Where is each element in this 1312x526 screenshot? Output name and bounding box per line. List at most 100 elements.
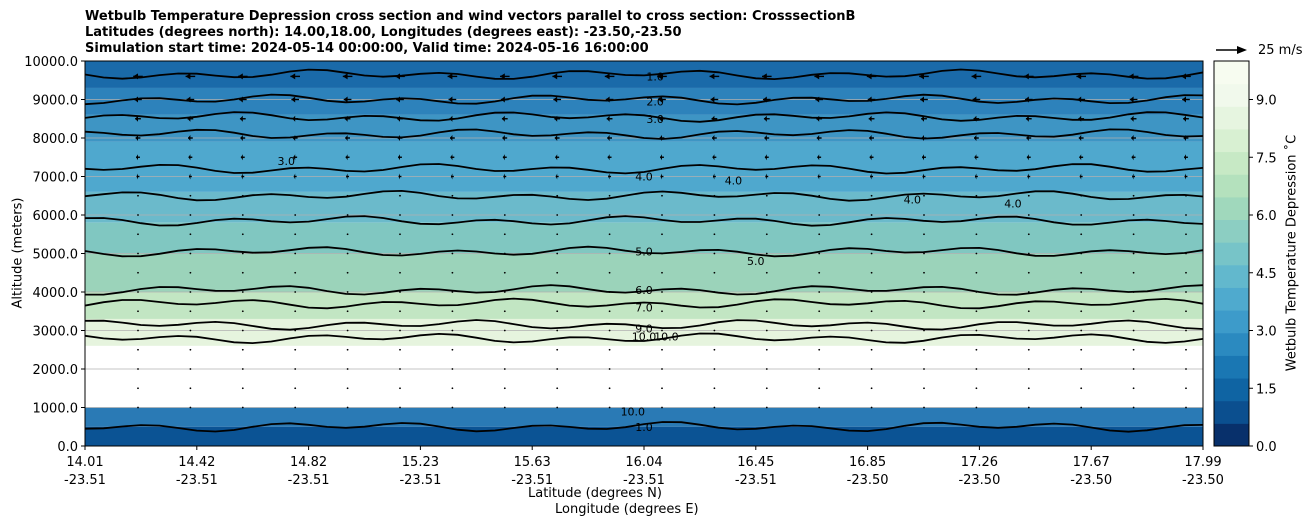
wind-arrow <box>923 406 925 409</box>
wind-arrow <box>1025 115 1032 122</box>
wind-arrow-head <box>866 73 872 80</box>
contour-label-5: 7.0 <box>635 301 653 314</box>
wind-arrow <box>556 368 559 370</box>
wind-arrow <box>661 194 663 197</box>
wind-arrow-head <box>343 96 348 103</box>
wind-arrow-dot <box>451 252 454 255</box>
wind-arrow <box>556 291 559 293</box>
wind-arrow <box>713 194 716 197</box>
wind-arrow <box>451 348 454 351</box>
wind-arrow-head <box>136 154 138 161</box>
wind-arrow <box>241 252 244 255</box>
wind-arrow-dot <box>923 252 925 255</box>
wind-arrow <box>503 252 506 255</box>
wind-arrow-head <box>604 73 610 80</box>
wind-arrow <box>399 194 401 197</box>
wind-arrow-head <box>605 96 610 103</box>
wind-arrow <box>1132 387 1135 390</box>
wind-arrow-head <box>972 96 977 103</box>
wind-arrow-dot <box>870 387 873 390</box>
wind-arrow <box>923 214 925 216</box>
wind-arrow <box>451 233 454 236</box>
wind-arrow-head <box>815 96 820 103</box>
wind-arrow <box>399 252 401 255</box>
wind-arrow <box>346 329 349 332</box>
wind-arrow-dot <box>765 214 768 216</box>
wind-arrow <box>399 406 401 409</box>
wind-arrow <box>501 115 508 122</box>
wind-arrow-dot <box>241 348 244 351</box>
wind-arrow-dot <box>608 329 611 332</box>
wind-arrow <box>399 348 401 351</box>
wind-arrow-dot <box>923 291 925 293</box>
wind-arrow <box>870 310 873 313</box>
wind-arrow <box>713 310 716 313</box>
wind-arrow-dot <box>399 368 401 370</box>
wind-arrow-head <box>817 154 820 161</box>
wind-arrow-dot <box>1185 194 1187 197</box>
y-axis-label: Altitude (meters) <box>10 197 26 309</box>
wind-arrow-dot <box>713 252 716 255</box>
wind-arrow-head <box>447 73 453 80</box>
wind-arrow-head <box>974 154 977 161</box>
wind-arrow-dot <box>818 194 821 197</box>
wind-arrow <box>346 194 349 197</box>
wind-arrow-head <box>1183 135 1186 141</box>
wind-arrow <box>762 73 772 80</box>
wind-arrow-dot <box>294 291 297 293</box>
wind-arrow-dot <box>713 291 716 293</box>
wind-arrow-head <box>292 135 296 141</box>
wind-arrow <box>556 233 559 236</box>
wind-arrow <box>503 368 506 370</box>
wind-arrow <box>1079 173 1083 180</box>
wind-arrow-dot <box>923 233 925 236</box>
wind-arrow <box>1080 194 1083 197</box>
wind-arrow <box>867 96 876 103</box>
wind-arrow <box>1184 173 1188 180</box>
wind-arrow <box>346 310 349 313</box>
wind-arrow-head <box>133 73 138 80</box>
wind-arrow-head <box>607 135 610 141</box>
wind-arrow-dot <box>818 233 821 236</box>
wind-arrow <box>870 173 874 180</box>
wind-arrow-head <box>1184 154 1186 161</box>
wind-arrow <box>710 96 719 103</box>
wind-arrow <box>1132 173 1136 180</box>
wind-arrow-dot <box>241 406 244 409</box>
wind-arrow <box>137 310 139 313</box>
wind-arrow-dot <box>1132 252 1135 255</box>
wind-arrow <box>137 233 139 236</box>
wind-arrow <box>1076 73 1086 80</box>
wind-arrow <box>659 135 665 141</box>
band-7 <box>85 292 1203 319</box>
wind-arrow-dot <box>294 406 297 409</box>
wind-arrow-dot <box>1027 310 1030 313</box>
wind-arrow-head <box>344 115 348 122</box>
wind-arrow <box>923 271 925 274</box>
wind-arrow <box>345 154 350 161</box>
wind-arrow <box>817 173 821 180</box>
colorbar-segment-1 <box>1214 400 1249 424</box>
wind-arrow <box>661 310 663 313</box>
wind-arrow <box>1027 368 1030 370</box>
wind-arrow <box>765 329 768 332</box>
wind-arrow-dot <box>661 368 663 370</box>
wind-arrow-dot <box>1132 271 1135 274</box>
wind-arrow-head <box>449 115 453 122</box>
y-tick-label-9: 9000.0 <box>33 94 79 109</box>
wind-arrow-dot <box>818 406 821 409</box>
wind-arrow-dot <box>870 271 873 274</box>
chart-title-line-2: Latitudes (degrees north): 14.00,18.00, … <box>85 25 682 40</box>
wind-arrow-dot <box>503 387 506 390</box>
wind-arrow-dot <box>818 387 821 390</box>
colorbar-segment-7 <box>1214 264 1249 288</box>
wind-arrow-dot <box>608 233 611 236</box>
wind-arrow-dot <box>765 291 768 293</box>
wind-arrow <box>713 233 716 236</box>
wind-arrow-dot <box>1185 368 1187 370</box>
wind-arrow-dot <box>399 387 401 390</box>
wind-arrow-dot <box>503 348 506 351</box>
colorbar-tick-label-0: 0.0 <box>1256 440 1277 455</box>
wind-arrow-dot <box>765 387 768 390</box>
wind-arrow <box>660 154 664 161</box>
